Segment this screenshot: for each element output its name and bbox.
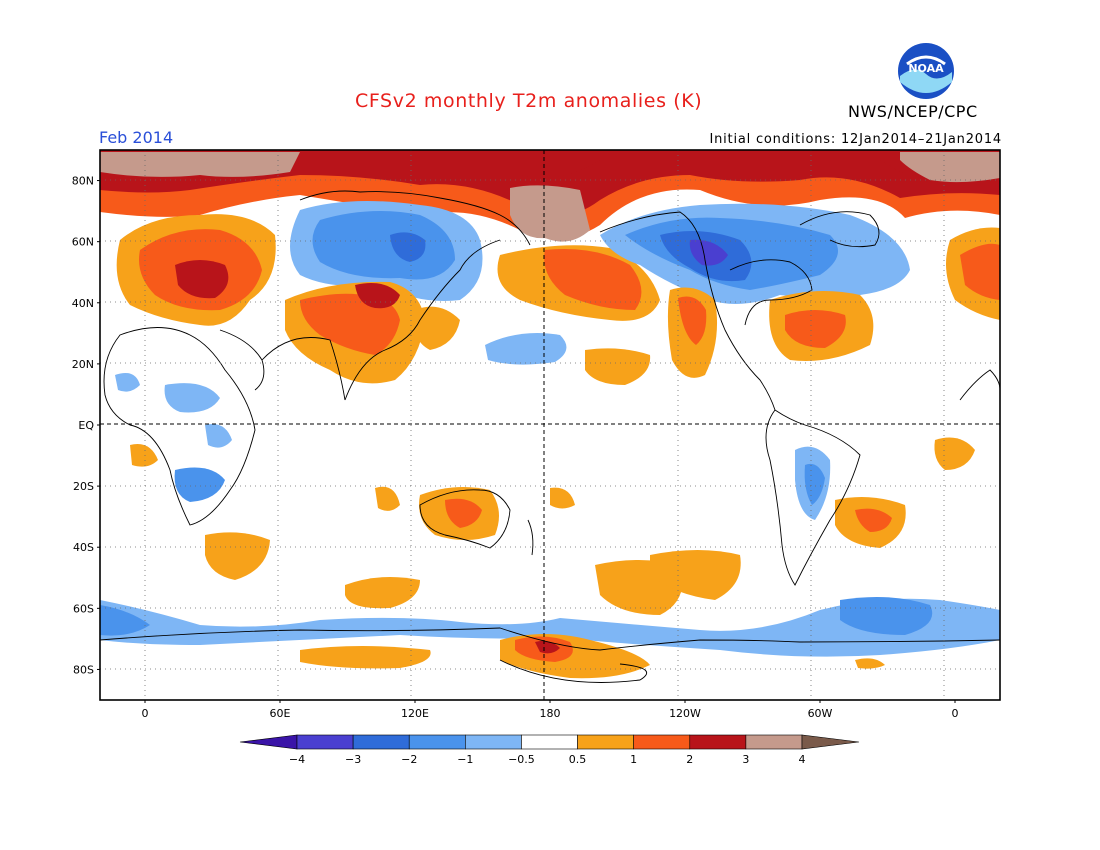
colorbar-low-arrow — [239, 734, 298, 750]
lon-label: 0 — [142, 707, 149, 720]
lat-label: 20N — [72, 358, 94, 371]
colorbar-label: 3 — [742, 753, 749, 766]
lon-label: 60W — [808, 707, 833, 720]
lat-label: 40N — [72, 297, 94, 310]
lon-label: 120E — [401, 707, 429, 720]
colorbar-segment — [465, 734, 522, 750]
colorbar-label: −0.5 — [508, 753, 535, 766]
colorbar-segment — [689, 734, 747, 750]
lat-label: EQ — [78, 419, 94, 432]
lon-label: 0 — [952, 707, 959, 720]
gridlines — [100, 150, 1000, 700]
colorbar-label: −4 — [289, 753, 305, 766]
latitude-labels: 80N 60N 40N 20N EQ 20S 40S 60S 80S — [72, 175, 100, 676]
longitude-labels: 0 60E 120E 180 120W 60W 0 — [142, 700, 959, 720]
colorbar-segment — [408, 734, 466, 750]
colorbar-label: −2 — [401, 753, 417, 766]
colorbar: −4 −3 −2 −1 −0.5 0.5 1 2 3 4 — [239, 734, 860, 766]
lat-label: 40S — [73, 541, 94, 554]
colorbar-label: 1 — [630, 753, 637, 766]
map-area: 80N 60N 40N 20N EQ 20S 40S 60S 80S 0 60E 120E 180 12… — [72, 149, 1001, 720]
lat-label: 60S — [73, 602, 94, 615]
agency-label: NWS/NCEP/CPC — [848, 102, 978, 121]
logo-text: NOAA — [908, 62, 944, 75]
anomaly-shading — [100, 150, 1000, 679]
colorbar-label: −1 — [457, 753, 473, 766]
colorbar-segment — [633, 734, 691, 750]
lon-label: 60E — [270, 707, 291, 720]
colorbar-segment — [352, 734, 410, 750]
lat-label: 60N — [72, 236, 94, 249]
colorbar-segment — [745, 734, 803, 750]
lon-label: 120W — [669, 707, 701, 720]
lon-label: 180 — [540, 707, 561, 720]
colorbar-segment — [296, 734, 354, 750]
colorbar-label: 4 — [799, 753, 806, 766]
lat-label: 80S — [73, 663, 94, 676]
lat-label: 80N — [72, 175, 94, 188]
colorbar-segment — [521, 734, 578, 750]
colorbar-label: 0.5 — [569, 753, 587, 766]
colorbar-label: −3 — [345, 753, 361, 766]
lat-label: 20S — [73, 480, 94, 493]
initial-conditions: Initial conditions: 12Jan2014–21Jan2014 — [709, 132, 1002, 147]
noaa-logo-icon: NOAA — [898, 43, 954, 99]
forecast-month: Feb 2014 — [99, 128, 174, 147]
colorbar-segment — [577, 734, 634, 750]
coastlines — [100, 190, 1000, 683]
chart-title: CFSv2 monthly T2m anomalies (K) — [355, 90, 703, 112]
colorbar-high-arrow — [801, 734, 860, 750]
colorbar-label: 2 — [686, 753, 693, 766]
